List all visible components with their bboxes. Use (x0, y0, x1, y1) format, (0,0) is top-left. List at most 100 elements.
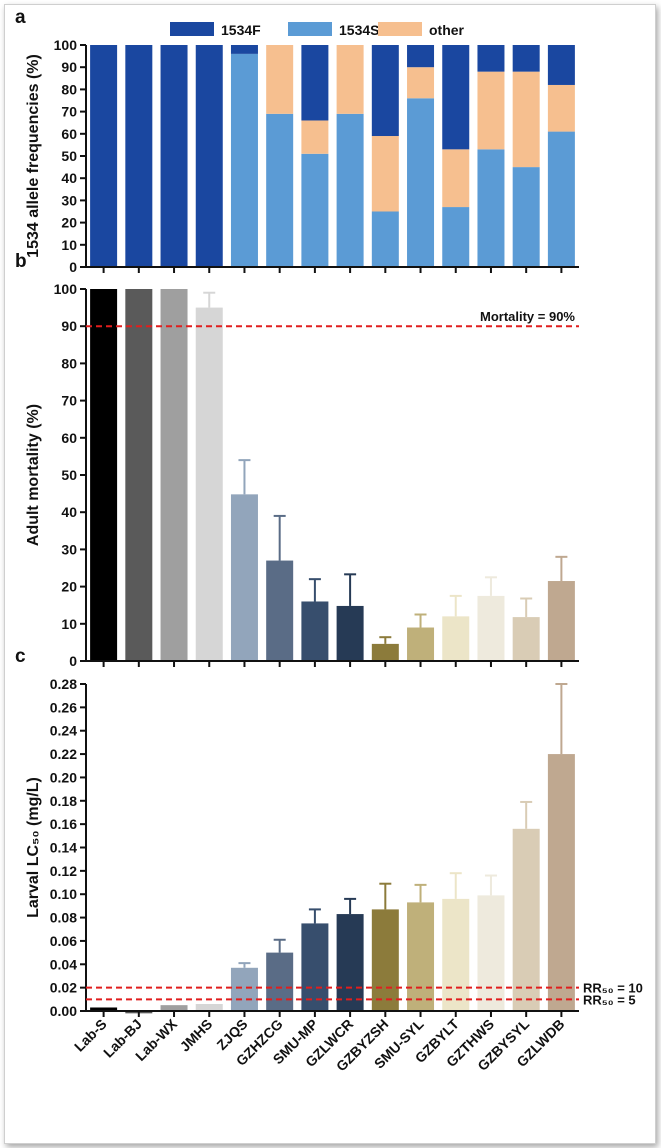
stacked-bar-other (407, 67, 435, 99)
stacked-bar-other (512, 71, 540, 168)
y-tick-label: 70 (61, 104, 77, 120)
legend-swatch-1534F (170, 22, 214, 36)
panel-label-a: a (15, 7, 26, 28)
y-axis-title: 1534 allele frequencies (%) (25, 54, 42, 258)
rr50-label: RR₅₀ = 10 (583, 981, 643, 996)
bar-lc50 (442, 898, 470, 1011)
y-tick-label: 0.02 (50, 980, 77, 996)
stacked-bar-1534F (90, 45, 118, 267)
panel-label-b: b (15, 251, 27, 272)
y-tick-label: 0.28 (50, 676, 77, 692)
y-tick-label: 90 (61, 59, 77, 75)
stacked-bar-1534S (266, 113, 294, 267)
bar-mortality (407, 627, 435, 661)
y-tick-label: 10 (61, 616, 77, 632)
y-tick-label: 20 (61, 579, 77, 595)
bar-lc50 (90, 1007, 118, 1011)
bar-lc50 (371, 909, 399, 1011)
y-tick-label: 40 (61, 504, 77, 520)
bar-mortality (160, 289, 188, 661)
y-tick-label: 0.18 (50, 793, 77, 809)
bar-lc50 (301, 923, 329, 1011)
stacked-bar-1534S (336, 113, 364, 267)
y-tick-label: 20 (61, 215, 77, 231)
x-tick-label: JMHS (177, 1016, 216, 1055)
y-tick-label: 30 (61, 192, 77, 208)
y-tick-label: 0.00 (50, 1003, 77, 1019)
bar-mortality (477, 595, 505, 661)
bar-lc50 (407, 902, 435, 1011)
stacked-bar-1534F (160, 45, 188, 267)
stacked-bar-1534F (442, 45, 470, 150)
bar-lc50 (266, 952, 294, 1011)
bar-lc50 (477, 895, 505, 1011)
bar-mortality (336, 605, 364, 661)
figure-frame: 0 10 20 30 40 50 60 70 80 90 100 1534 allele freque… (4, 4, 656, 1144)
y-tick-label: 80 (61, 355, 77, 371)
stacked-bar-1534F (301, 45, 329, 121)
bar-mortality (371, 643, 399, 661)
y-axis-title: Larval LC₅₀ (mg/L) (25, 777, 42, 918)
bar-mortality (266, 560, 294, 661)
stacked-bar-other (442, 149, 470, 208)
y-tick-label: 100 (54, 281, 78, 297)
stacked-bar-other (301, 120, 329, 154)
y-axis-title: Adult mortality (%) (25, 404, 42, 546)
y-tick-label: 60 (61, 430, 77, 446)
stacked-bar-1534F (477, 45, 505, 72)
bar-mortality (547, 581, 575, 661)
y-tick-label: 0.14 (50, 840, 77, 856)
bar-mortality (442, 616, 470, 661)
y-tick-label: 0 (69, 259, 77, 275)
y-tick-label: 30 (61, 541, 77, 557)
y-tick-label: 50 (61, 467, 77, 483)
panel-label-c: c (15, 646, 26, 667)
stacked-bar-1534F (125, 45, 153, 267)
y-tick-label: 60 (61, 126, 77, 142)
y-tick-label: 0.06 (50, 933, 77, 949)
stacked-bar-1534S (477, 149, 505, 267)
stacked-bar-other (547, 84, 575, 132)
y-tick-label: 10 (61, 237, 77, 253)
bar-mortality (195, 307, 223, 661)
y-tick-label: 0.08 (50, 910, 77, 926)
legend-label-1534F: 1534F (221, 22, 261, 38)
y-tick-label: 0.16 (50, 816, 77, 832)
y-tick-label: 0 (69, 653, 77, 669)
y-tick-label: 0.20 (50, 769, 77, 785)
bar-lc50 (547, 754, 575, 1011)
y-tick-label: 0.22 (50, 746, 77, 762)
stacked-bar-1534F (512, 45, 540, 72)
bar-mortality (512, 617, 540, 661)
stacked-bar-1534F (230, 45, 258, 54)
stacked-bar-1534S (301, 153, 329, 267)
stacked-bar-1534S (407, 98, 435, 267)
stacked-bar-other (336, 45, 364, 114)
y-tick-label: 80 (61, 81, 77, 97)
stacked-bar-other (371, 136, 399, 212)
bar-mortality (230, 494, 258, 661)
bar-lc50 (160, 1005, 188, 1011)
stacked-bar-1534S (547, 131, 575, 267)
stacked-bar-1534F (547, 45, 575, 85)
y-tick-label: 0.12 (50, 863, 77, 879)
stacked-bar-1534F (195, 45, 223, 267)
stacked-bar-1534F (371, 45, 399, 137)
bar-mortality (125, 289, 153, 661)
y-tick-label: 90 (61, 318, 77, 334)
rr50-label: RR₅₀ = 5 (583, 992, 636, 1007)
stacked-bar-other (477, 71, 505, 150)
bar-lc50 (195, 1003, 223, 1011)
stacked-bar-1534S (371, 211, 399, 267)
bar-lc50 (230, 967, 258, 1011)
bar-mortality (301, 601, 329, 661)
y-tick-label: 0.04 (50, 956, 77, 972)
legend-swatch-1534S (288, 22, 332, 36)
stacked-bar-1534F (407, 45, 435, 68)
y-tick-label: 0.24 (50, 723, 77, 739)
y-tick-label: 0.10 (50, 886, 77, 902)
bar-lc50 (336, 914, 364, 1011)
y-tick-label: 100 (54, 37, 78, 53)
stacked-bar-1534S (512, 167, 540, 267)
